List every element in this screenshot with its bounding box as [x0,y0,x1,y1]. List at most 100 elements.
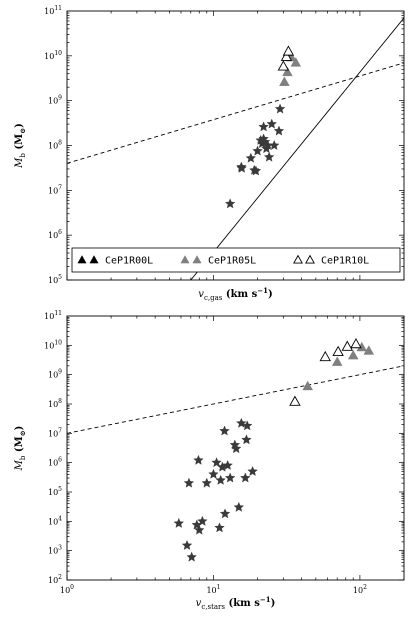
filled-triangle-point [282,66,293,77]
star-point [194,524,205,535]
y-tick-label-exp: 10 [54,339,62,346]
y-tick-label: 107 [48,427,62,438]
open-triangle-point [280,50,293,61]
y-tick-label-exp: 10 [54,50,62,57]
y-tick-label-base: 10 [48,142,58,151]
fit-lines [67,17,404,280]
y-tick-label-exp: 9 [58,95,62,102]
fit-lines [67,365,404,434]
y-tick-label: 1011 [44,5,62,16]
y-tick-label-exp: 9 [58,369,62,376]
legend-box [71,247,401,273]
open-triangle-point [282,45,295,56]
star-point [250,165,262,176]
data-markers [224,45,302,209]
star-point [240,472,251,483]
y-axis-label: Mb (M⊙) [14,426,27,472]
y-tick-label: 1010 [44,339,62,350]
star-point [274,103,286,114]
y-tick-label-base: 10 [48,576,58,585]
star-point [214,522,225,533]
star-point [224,198,236,209]
star-point [258,133,269,144]
y-tick-label: 1010 [44,50,62,61]
y-tick-label: 108 [48,398,62,409]
filled-triangle-point [363,345,375,355]
y-tick-label-exp: 4 [58,515,62,522]
x-tick-label: 101 [206,584,220,595]
open-triangle-point [289,395,301,406]
star-point [197,515,208,526]
star-point [233,501,245,512]
x-tick-label-base: 10 [353,586,363,595]
star-point [201,477,213,488]
y-tick-label-base: 10 [48,488,58,497]
y-tick-label: 105 [48,274,62,285]
y-tick-label-exp: 2 [58,574,62,581]
legend-marker [180,255,190,264]
y-tick-label-exp: 6 [58,457,62,464]
y-tick-label-base: 10 [48,429,58,438]
x-tick-label-exp: 1 [217,584,221,591]
y-tick-label-exp: 8 [58,398,62,405]
open-triangle-point [319,350,331,362]
open-triangle-point [277,60,290,71]
x-axis-label: vc,gas (km s−1) [198,286,272,302]
y-tick-label-exp: 11 [54,310,62,317]
star-point [208,468,219,479]
filled-triangle-point [290,57,302,67]
plot-frame [66,315,405,581]
legend: CeP1R00L CeP1R05L CeP1R10L [71,247,401,273]
x-tick-label-base: 10 [60,586,70,595]
y-tick-label-base: 10 [48,517,58,526]
legend-label: CeP1R00L [105,256,153,267]
y-tick-label-exp: 8 [58,140,62,147]
y-tick-label-base: 10 [48,186,58,195]
open-triangle-point [350,337,362,349]
star-point [241,434,252,445]
y-tick-label-exp: 7 [58,427,62,434]
legend-marker [89,255,99,264]
y-tick-label: 106 [48,229,62,240]
star-point [183,477,195,488]
y-tick-label-base: 10 [48,400,58,409]
star-point [263,151,275,162]
star-point [268,139,280,150]
x-tick-label: 100 [60,584,74,595]
y-tick-label-exp: 5 [58,274,62,281]
star-point [247,465,258,476]
star-point [224,472,236,483]
x-axis-label: vc,stars (km s−1) [196,595,276,611]
legend-marker [293,254,303,264]
dashed-relation-line [67,365,404,434]
star-point [236,162,247,173]
y-tick-label-base: 10 [44,7,54,16]
legend-label: CeP1R05L [208,256,256,267]
open-triangle-point [341,340,353,351]
star-point [173,517,185,528]
star-point [215,474,226,485]
star-point [222,459,233,470]
star-point [266,118,277,129]
solid-fit-line [190,17,404,280]
y-tick-label-base: 10 [48,231,58,240]
dashed-relation-line [67,62,404,164]
y-tick-label-base: 10 [44,52,54,61]
y-tick-label: 109 [48,95,62,106]
y-tick-label-exp: 7 [58,184,62,191]
star-point [211,457,222,468]
y-tick-label: 104 [48,515,62,526]
y-tick-label: 103 [48,545,62,556]
y-tick-label-exp: 6 [58,229,62,236]
y-tick-label-base: 10 [48,547,58,556]
open-triangle-point [332,345,344,356]
y-tick-label: 107 [48,184,62,195]
star-point [181,539,193,550]
star-point [273,125,285,136]
x-tick-label-exp: 2 [363,584,367,591]
y-tick-label-base: 10 [44,341,54,350]
y-tick-label: 109 [48,369,62,380]
y-tick-label: 105 [48,486,62,497]
